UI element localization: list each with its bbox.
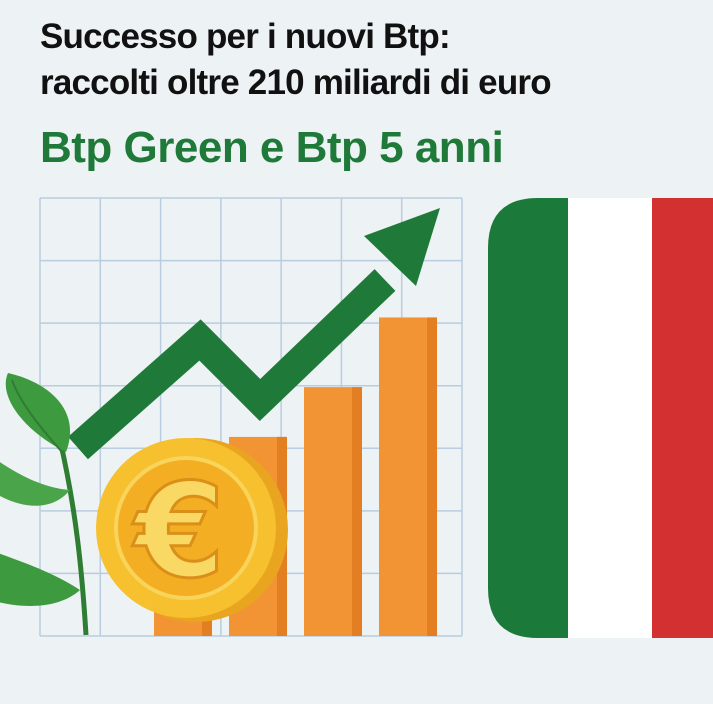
euro-coin-icon: € <box>96 438 288 622</box>
leaf-sprout-icon <box>0 373 89 636</box>
bar-shade-3 <box>352 387 362 636</box>
headline: Successo per i nuovi Btp: raccolti oltre… <box>40 14 710 106</box>
bar-shade-4 <box>427 317 437 636</box>
italian-flag-icon <box>488 198 713 638</box>
trend-up-arrow-icon <box>68 208 440 460</box>
subtitle: Btp Green e Btp 5 anni <box>40 123 504 172</box>
headline-line-1: Successo per i nuovi Btp: <box>40 17 451 56</box>
euro-symbol: € <box>132 455 225 607</box>
illustration: € <box>0 197 713 638</box>
headline-line-2: raccolti oltre 210 miliardi di euro <box>40 63 552 102</box>
